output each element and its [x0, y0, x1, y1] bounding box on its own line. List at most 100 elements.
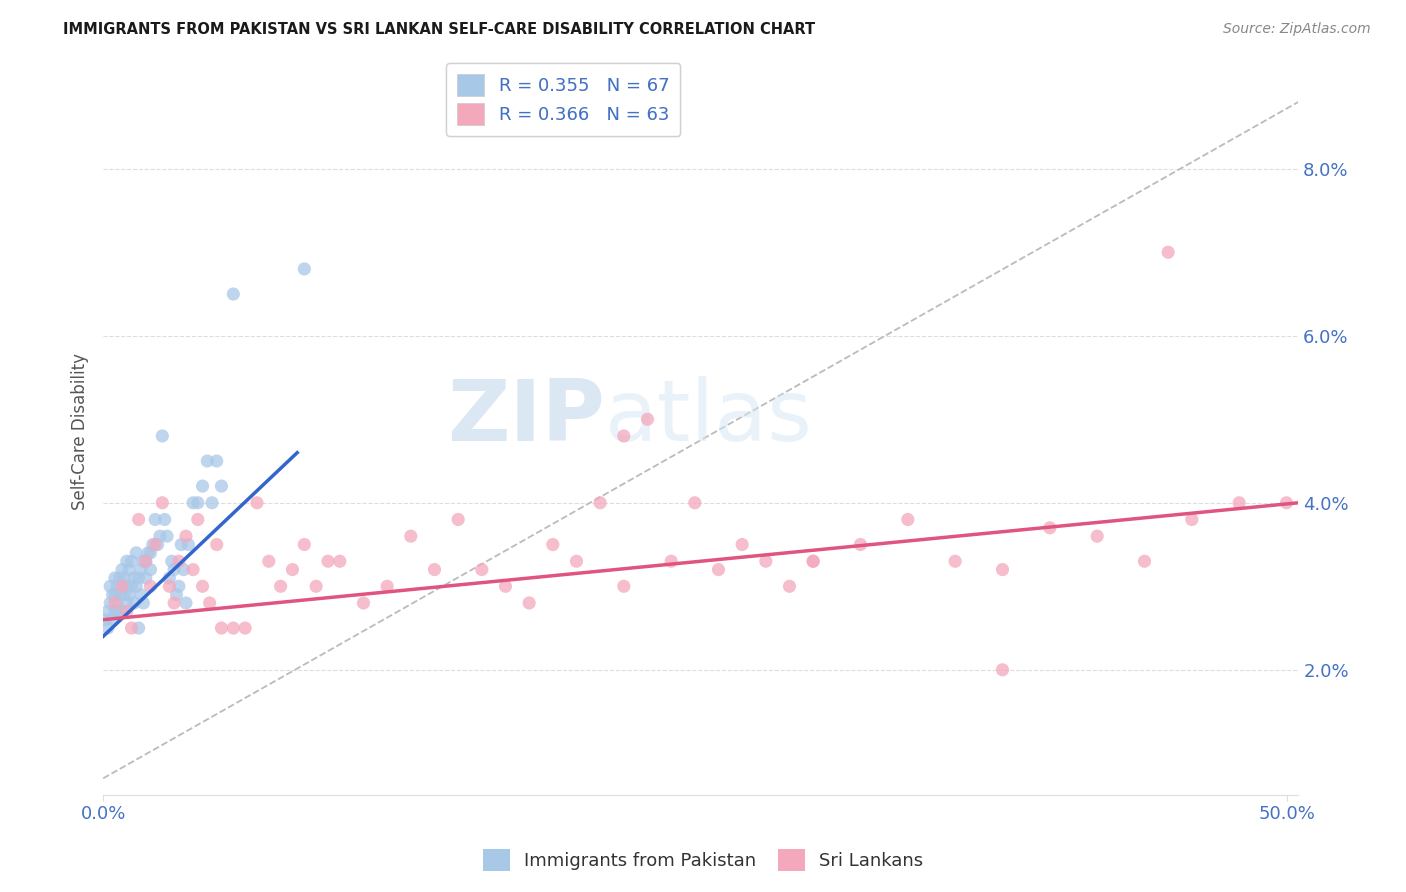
Point: [108, 588, 131, 602]
Point: [205, 537, 228, 551]
Point: [181, 496, 204, 510]
Point: [105, 604, 128, 618]
Text: IMMIGRANTS FROM PAKISTAN VS SRI LANKAN SELF-CARE DISABILITY CORRELATION CHART: IMMIGRANTS FROM PAKISTAN VS SRI LANKAN S…: [63, 22, 815, 37]
Point: [139, 579, 162, 593]
Point: [731, 537, 754, 551]
Point: [170, 537, 193, 551]
Text: Source: ZipAtlas.com: Source: ZipAtlas.com: [1223, 22, 1371, 37]
Point: [160, 554, 183, 568]
Point: [270, 579, 292, 593]
Point: [136, 546, 159, 560]
Point: [897, 512, 920, 526]
Point: [146, 537, 169, 551]
Point: [329, 554, 352, 568]
Point: [129, 588, 152, 602]
Point: [101, 613, 124, 627]
Point: [128, 512, 150, 526]
Point: [166, 588, 188, 602]
Legend: R = 0.355   N = 67, R = 0.366   N = 63: R = 0.355 N = 67, R = 0.366 N = 63: [446, 63, 681, 136]
Point: [97, 621, 120, 635]
Point: [174, 529, 197, 543]
Point: [201, 496, 224, 510]
Point: [112, 588, 135, 602]
Point: [181, 563, 204, 577]
Point: [613, 429, 636, 443]
Point: [153, 512, 176, 526]
Point: [143, 512, 166, 526]
Point: [104, 571, 127, 585]
Point: [118, 563, 141, 577]
Point: [517, 596, 540, 610]
Point: [195, 454, 218, 468]
Point: [683, 496, 706, 510]
Point: [104, 596, 127, 610]
Point: [1275, 496, 1298, 510]
Point: [246, 496, 269, 510]
Point: [122, 571, 145, 585]
Point: [104, 588, 127, 602]
Point: [316, 554, 339, 568]
Point: [849, 537, 872, 551]
Text: ZIP: ZIP: [447, 376, 605, 458]
Point: [991, 563, 1014, 577]
Point: [943, 554, 966, 568]
Point: [163, 596, 186, 610]
Point: [157, 579, 180, 593]
Point: [991, 663, 1014, 677]
Point: [115, 596, 138, 610]
Point: [139, 563, 162, 577]
Point: [150, 496, 173, 510]
Point: [1133, 554, 1156, 568]
Point: [98, 579, 121, 593]
Point: [132, 554, 155, 568]
Point: [105, 579, 128, 593]
Point: [94, 613, 117, 627]
Point: [128, 621, 150, 635]
Point: [613, 579, 636, 593]
Point: [305, 579, 328, 593]
Point: [233, 621, 256, 635]
Point: [292, 537, 315, 551]
Point: [125, 546, 148, 560]
Point: [174, 596, 197, 610]
Point: [187, 512, 209, 526]
Point: [211, 479, 233, 493]
Point: [191, 479, 214, 493]
Point: [187, 496, 209, 510]
Point: [375, 579, 398, 593]
Point: [135, 571, 157, 585]
Point: [121, 554, 143, 568]
Point: [447, 512, 470, 526]
Point: [423, 563, 446, 577]
Point: [129, 563, 152, 577]
Point: [541, 537, 564, 551]
Point: [111, 579, 134, 593]
Point: [118, 588, 141, 602]
Point: [125, 579, 148, 593]
Point: [755, 554, 778, 568]
Y-axis label: Self-Care Disability: Self-Care Disability: [72, 353, 89, 510]
Point: [167, 554, 190, 568]
Point: [111, 604, 134, 618]
Point: [211, 621, 233, 635]
Point: [1157, 245, 1180, 260]
Point: [150, 429, 173, 443]
Point: [198, 596, 221, 610]
Point: [111, 563, 134, 577]
Point: [399, 529, 422, 543]
Point: [128, 571, 150, 585]
Point: [112, 571, 135, 585]
Point: [163, 563, 186, 577]
Point: [142, 537, 165, 551]
Point: [222, 621, 245, 635]
Point: [205, 454, 228, 468]
Point: [135, 554, 157, 568]
Point: [143, 537, 166, 551]
Point: [177, 537, 200, 551]
Point: [1039, 521, 1062, 535]
Point: [1227, 496, 1250, 510]
Point: [707, 563, 730, 577]
Point: [1181, 512, 1204, 526]
Point: [222, 287, 245, 301]
Point: [139, 546, 162, 560]
